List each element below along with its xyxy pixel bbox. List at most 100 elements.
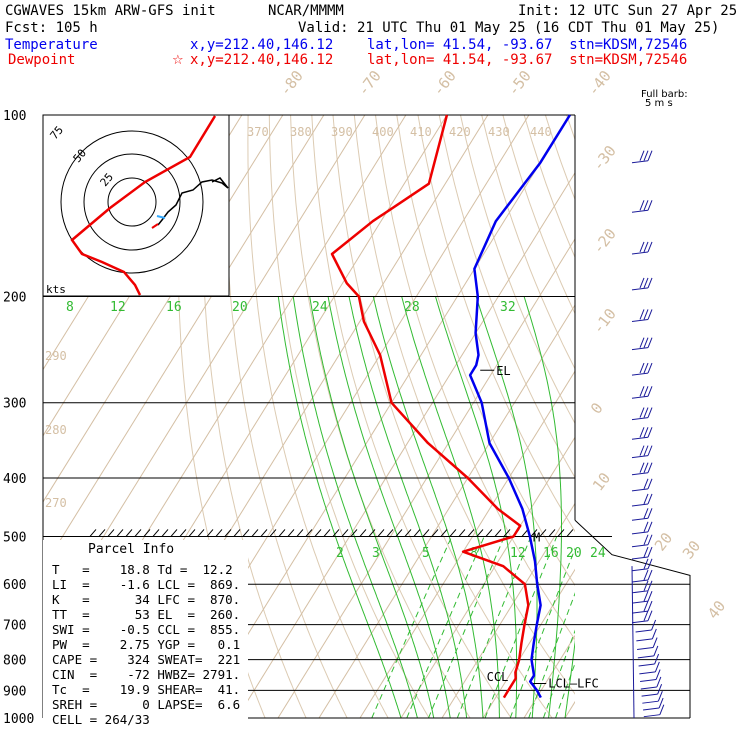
freezing-hatch — [278, 529, 286, 537]
theta-label: 440 — [530, 125, 552, 139]
hodograph-unit-label: kts — [46, 283, 66, 296]
freezing-hatch — [413, 529, 421, 537]
freezing-hatch — [161, 529, 169, 537]
pressure-label: 900 — [3, 684, 26, 699]
freezing-hatch — [467, 529, 475, 537]
dry-adiabat — [417, 115, 575, 533]
hodograph-trace-upper — [70, 115, 217, 296]
freezing-hatch — [458, 529, 466, 537]
freezing-hatch — [539, 529, 547, 537]
wind-barb — [639, 661, 660, 675]
freezing-hatch — [332, 529, 340, 537]
freezing-hatch — [260, 529, 268, 537]
freezing-hatch — [287, 529, 295, 537]
wind-barb — [631, 337, 653, 351]
freezing-hatch — [89, 529, 97, 537]
freezing-hatch — [359, 529, 367, 537]
dry-adiabat — [481, 115, 575, 370]
freezing-hatch — [152, 529, 160, 537]
theta-label: 370 — [247, 125, 269, 139]
moist-adiabat-label: 16 — [166, 300, 182, 315]
pressure-label: 200 — [3, 291, 26, 306]
pressure-label: 500 — [3, 530, 26, 545]
parcel-info-title: Parcel Info — [88, 542, 174, 557]
moist-adiabat-label: 12 — [110, 300, 126, 315]
theta-label: 270 — [45, 496, 67, 510]
dry-adiabat — [290, 115, 471, 718]
parcel-info-row: Tc = 19.9 SHEAR= 41. — [52, 682, 240, 697]
wind-barb — [631, 600, 653, 614]
theta-label: 400 — [372, 125, 394, 139]
hodograph-trace-surface — [151, 223, 159, 229]
freezing-hatch — [557, 529, 565, 537]
wind-barb-staff — [631, 566, 635, 719]
mixing-ratio-label: 20 — [566, 546, 582, 561]
wind-barb — [631, 546, 653, 560]
dewpoint-profile — [330, 114, 530, 699]
temperature-location: x,y=212.40,146.12 lat,lon= 41.54, -93.67… — [190, 37, 687, 53]
isotherm — [482, 568, 575, 718]
theta-label: 290 — [45, 349, 67, 363]
hodograph-trace-near-surface — [156, 215, 166, 219]
theta-label: 420 — [449, 125, 471, 139]
freezing-hatch — [215, 529, 223, 537]
mid-level-label: M — [533, 530, 540, 544]
freezing-hatch — [566, 529, 574, 537]
wind-barb — [631, 386, 653, 399]
freezing-hatch — [98, 529, 106, 537]
freezing-hatch — [323, 529, 331, 537]
wind-barb — [631, 590, 653, 604]
freezing-hatch — [386, 529, 394, 537]
isotherm — [43, 115, 325, 569]
mixing-ratio-label: 16 — [543, 546, 559, 561]
wind-barb — [643, 697, 664, 711]
moist-adiabat-label: 32 — [500, 300, 516, 315]
freezing-hatch — [530, 529, 538, 537]
pressure-label: 800 — [3, 654, 26, 669]
wind-barb — [631, 558, 653, 572]
model-title: CGWAVES 15km ARW-GFS init — [5, 3, 216, 19]
wind-barb — [637, 637, 658, 651]
wind-barb — [635, 619, 657, 633]
temperature-profile — [468, 114, 571, 699]
freezing-hatch — [485, 529, 493, 537]
pressure-label: 100 — [3, 109, 26, 124]
freezing-hatch — [440, 529, 448, 537]
freezing-hatch — [476, 529, 484, 537]
wind-barb — [631, 580, 653, 594]
valid-time: Valid: 21 UTC Thu 01 May 25 (16 CDT Thu … — [298, 20, 719, 36]
wind-barb — [642, 690, 663, 704]
wind-barb — [631, 521, 653, 535]
init-time: Init: 12 UTC Sun 27 Apr 25 — [518, 3, 737, 19]
isotherm — [195, 115, 571, 718]
barb-legend-1: Full barb: — [641, 89, 688, 100]
mixing-ratio-line — [484, 536, 558, 718]
parcel-info-row: T = 18.8 Td = 12.2 — [52, 562, 233, 577]
moist-adiabat-label: 24 — [312, 300, 328, 315]
parcel-info-box: Parcel Info T = 18.8 Td = 12.2LI = -1.6 … — [43, 540, 248, 727]
dry-adiabat — [201, 115, 307, 718]
wind-barb — [640, 669, 661, 683]
mixing-ratio-line — [428, 536, 505, 718]
wind-barb — [631, 493, 653, 507]
dry-adiabat — [225, 115, 348, 718]
wind-barb — [631, 462, 653, 476]
moist-adiabat-label: 8 — [66, 300, 74, 315]
mixing-ratio-line — [528, 592, 575, 718]
parcel-info-row: K = 34 LFC = 870. — [52, 592, 240, 607]
hodograph-trace-lower — [157, 177, 229, 226]
pressure-label: 400 — [3, 472, 26, 487]
wind-barb — [637, 645, 659, 659]
isotherm — [236, 171, 575, 718]
freezing-hatch — [422, 529, 430, 537]
freezing-hatch — [494, 529, 502, 537]
mixing-ratio-label: 24 — [590, 546, 606, 561]
isotherm — [359, 370, 575, 718]
isotherm — [400, 436, 575, 718]
wind-barb — [631, 309, 653, 322]
freezing-hatch — [116, 529, 124, 537]
theta-label: 380 — [290, 125, 312, 139]
mixing-ratio-line — [509, 547, 575, 718]
lcl-lfc-label: LCL—LFC — [548, 677, 599, 691]
freezing-hatch — [521, 529, 529, 537]
